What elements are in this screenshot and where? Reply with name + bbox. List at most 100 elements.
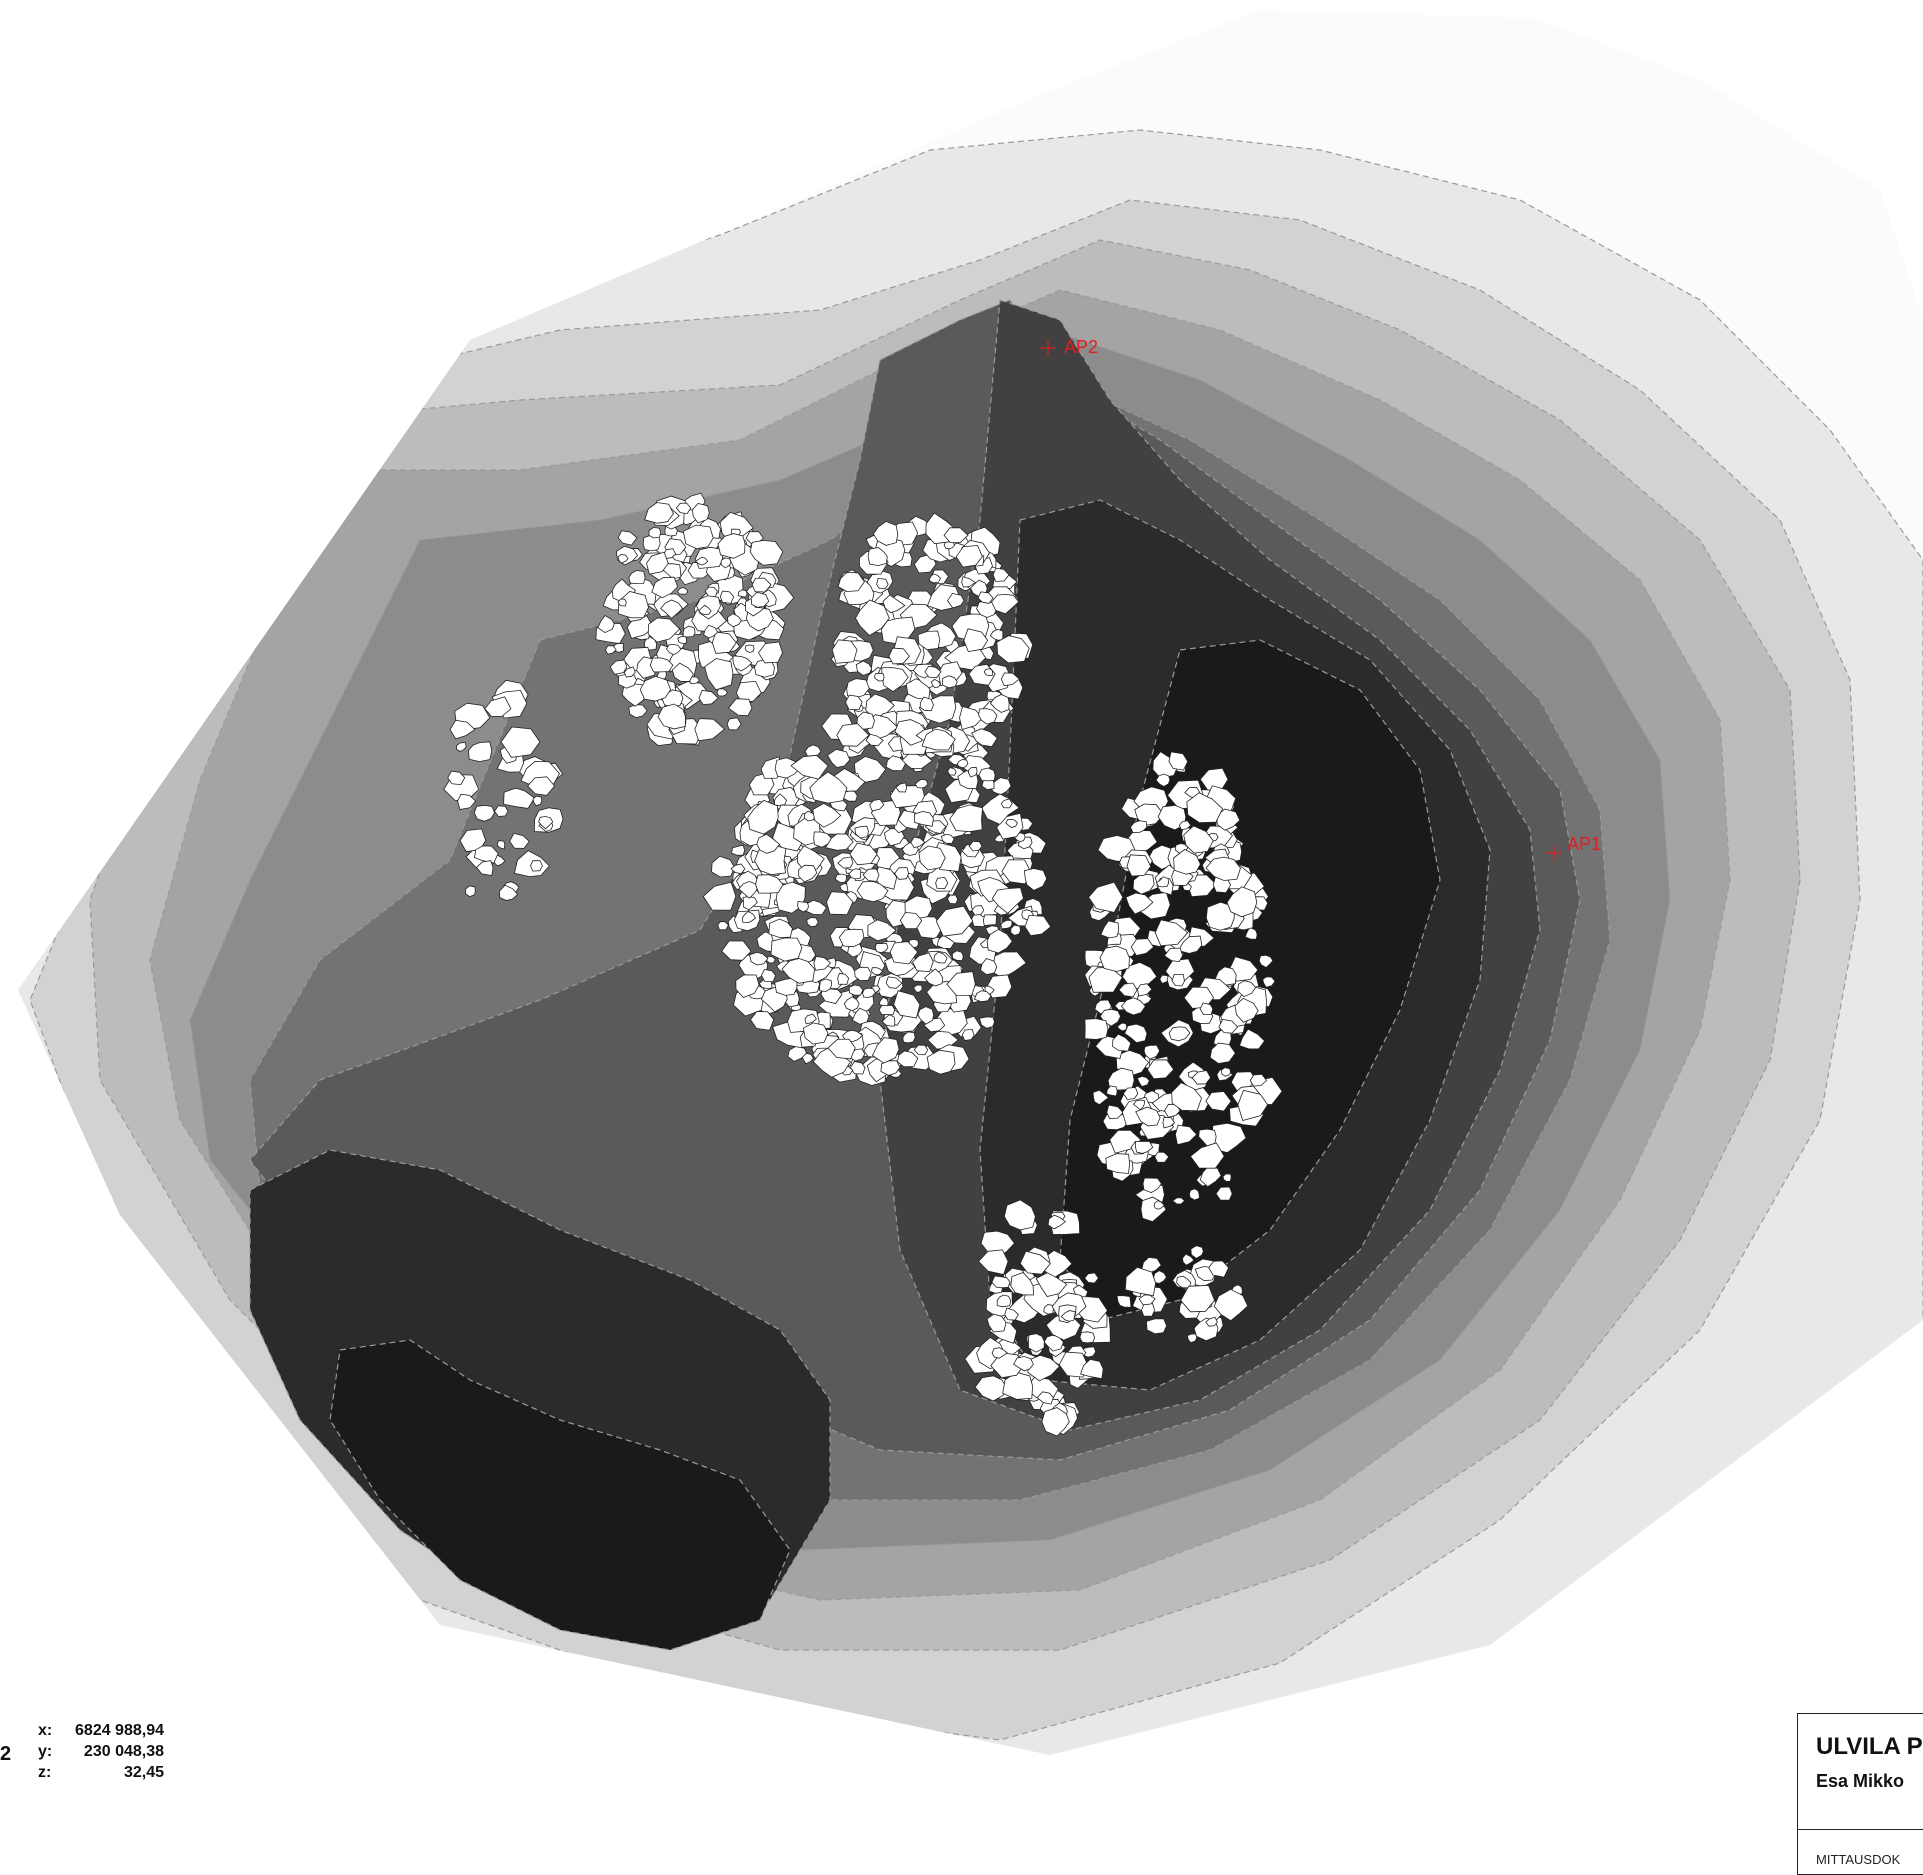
stone xyxy=(955,545,983,568)
stone xyxy=(871,1037,900,1064)
stone xyxy=(1163,947,1184,963)
stone xyxy=(1143,1044,1161,1060)
stone xyxy=(760,968,777,983)
stone xyxy=(968,766,978,778)
stone xyxy=(1047,1214,1067,1230)
stone xyxy=(1142,1177,1163,1194)
stone xyxy=(1215,1186,1233,1201)
stone xyxy=(1186,792,1224,824)
stone xyxy=(1213,1288,1249,1322)
stone xyxy=(732,655,753,672)
title-block-title: ULVILA P xyxy=(1816,1733,1923,1760)
stone xyxy=(730,863,746,875)
stone xyxy=(447,770,466,786)
stone xyxy=(760,756,782,779)
stone xyxy=(913,984,923,994)
stone xyxy=(854,966,872,982)
stone xyxy=(1183,825,1214,854)
stone xyxy=(750,591,770,608)
stone xyxy=(1122,1087,1139,1100)
stone xyxy=(1124,1266,1157,1297)
stone xyxy=(947,767,957,776)
stone xyxy=(727,613,742,628)
stone xyxy=(1100,920,1120,939)
stone xyxy=(496,840,506,850)
stone xyxy=(694,556,709,566)
stone xyxy=(1004,1307,1019,1321)
stone xyxy=(666,644,682,656)
stone xyxy=(956,759,969,769)
stone xyxy=(639,675,672,702)
stone xyxy=(913,810,934,827)
stone xyxy=(747,799,779,835)
stone xyxy=(846,678,870,699)
stone xyxy=(943,527,969,544)
stone xyxy=(1159,974,1170,984)
stone xyxy=(798,864,818,883)
stone xyxy=(902,1031,916,1044)
stone xyxy=(1002,1371,1034,1400)
stone xyxy=(628,570,646,585)
stone xyxy=(1010,924,1021,936)
coordinate-y-label: y: xyxy=(38,1743,53,1760)
stone xyxy=(862,987,876,998)
stone xyxy=(694,718,726,742)
stone xyxy=(856,711,875,730)
stone xyxy=(657,703,686,730)
stone xyxy=(961,1028,975,1041)
stone xyxy=(1244,926,1258,940)
stone xyxy=(694,546,724,569)
stone xyxy=(806,917,819,928)
stone xyxy=(1258,954,1274,968)
stone xyxy=(756,833,781,854)
stone xyxy=(874,942,889,954)
stone xyxy=(809,771,848,804)
stone xyxy=(509,832,530,849)
stone xyxy=(1084,1272,1099,1284)
stone xyxy=(1135,1140,1154,1154)
stone xyxy=(473,804,495,822)
stone xyxy=(968,840,983,852)
stone xyxy=(928,573,941,584)
survey-point-ap2: AP2 xyxy=(1040,337,1098,357)
stone xyxy=(991,1347,1008,1359)
stone xyxy=(917,630,941,651)
stone xyxy=(467,741,493,763)
stone xyxy=(647,617,681,643)
stone xyxy=(1116,1295,1132,1308)
stone xyxy=(1188,1188,1200,1201)
stone xyxy=(991,594,1020,615)
ap2-label: AP2 xyxy=(1064,337,1098,357)
stone xyxy=(1079,1331,1096,1344)
stone xyxy=(837,972,850,985)
stone xyxy=(1146,1059,1175,1080)
stone xyxy=(826,891,854,916)
stone xyxy=(1162,1117,1176,1129)
stone xyxy=(494,805,509,817)
stone xyxy=(977,591,994,604)
stone xyxy=(677,635,688,644)
stone xyxy=(1154,1151,1170,1163)
stone xyxy=(649,657,674,673)
stone xyxy=(1189,1142,1225,1169)
stone xyxy=(1023,868,1048,891)
stone xyxy=(527,776,556,796)
stone xyxy=(1112,1033,1132,1052)
stone xyxy=(1208,1260,1230,1278)
stone xyxy=(837,856,854,869)
stone xyxy=(947,592,965,609)
stone xyxy=(980,958,998,976)
stone xyxy=(803,810,817,822)
stone xyxy=(1001,859,1032,885)
stone xyxy=(991,1275,1011,1289)
stone xyxy=(802,1022,829,1045)
stone xyxy=(644,502,674,524)
stone xyxy=(1132,873,1155,895)
coordinate-x-row: x: 6824 988,94 xyxy=(38,1722,164,1740)
stone xyxy=(878,996,889,1007)
stone xyxy=(935,905,974,937)
stone xyxy=(990,1352,1025,1379)
stone xyxy=(974,1375,1008,1402)
stone xyxy=(717,533,746,559)
stone xyxy=(978,767,996,782)
